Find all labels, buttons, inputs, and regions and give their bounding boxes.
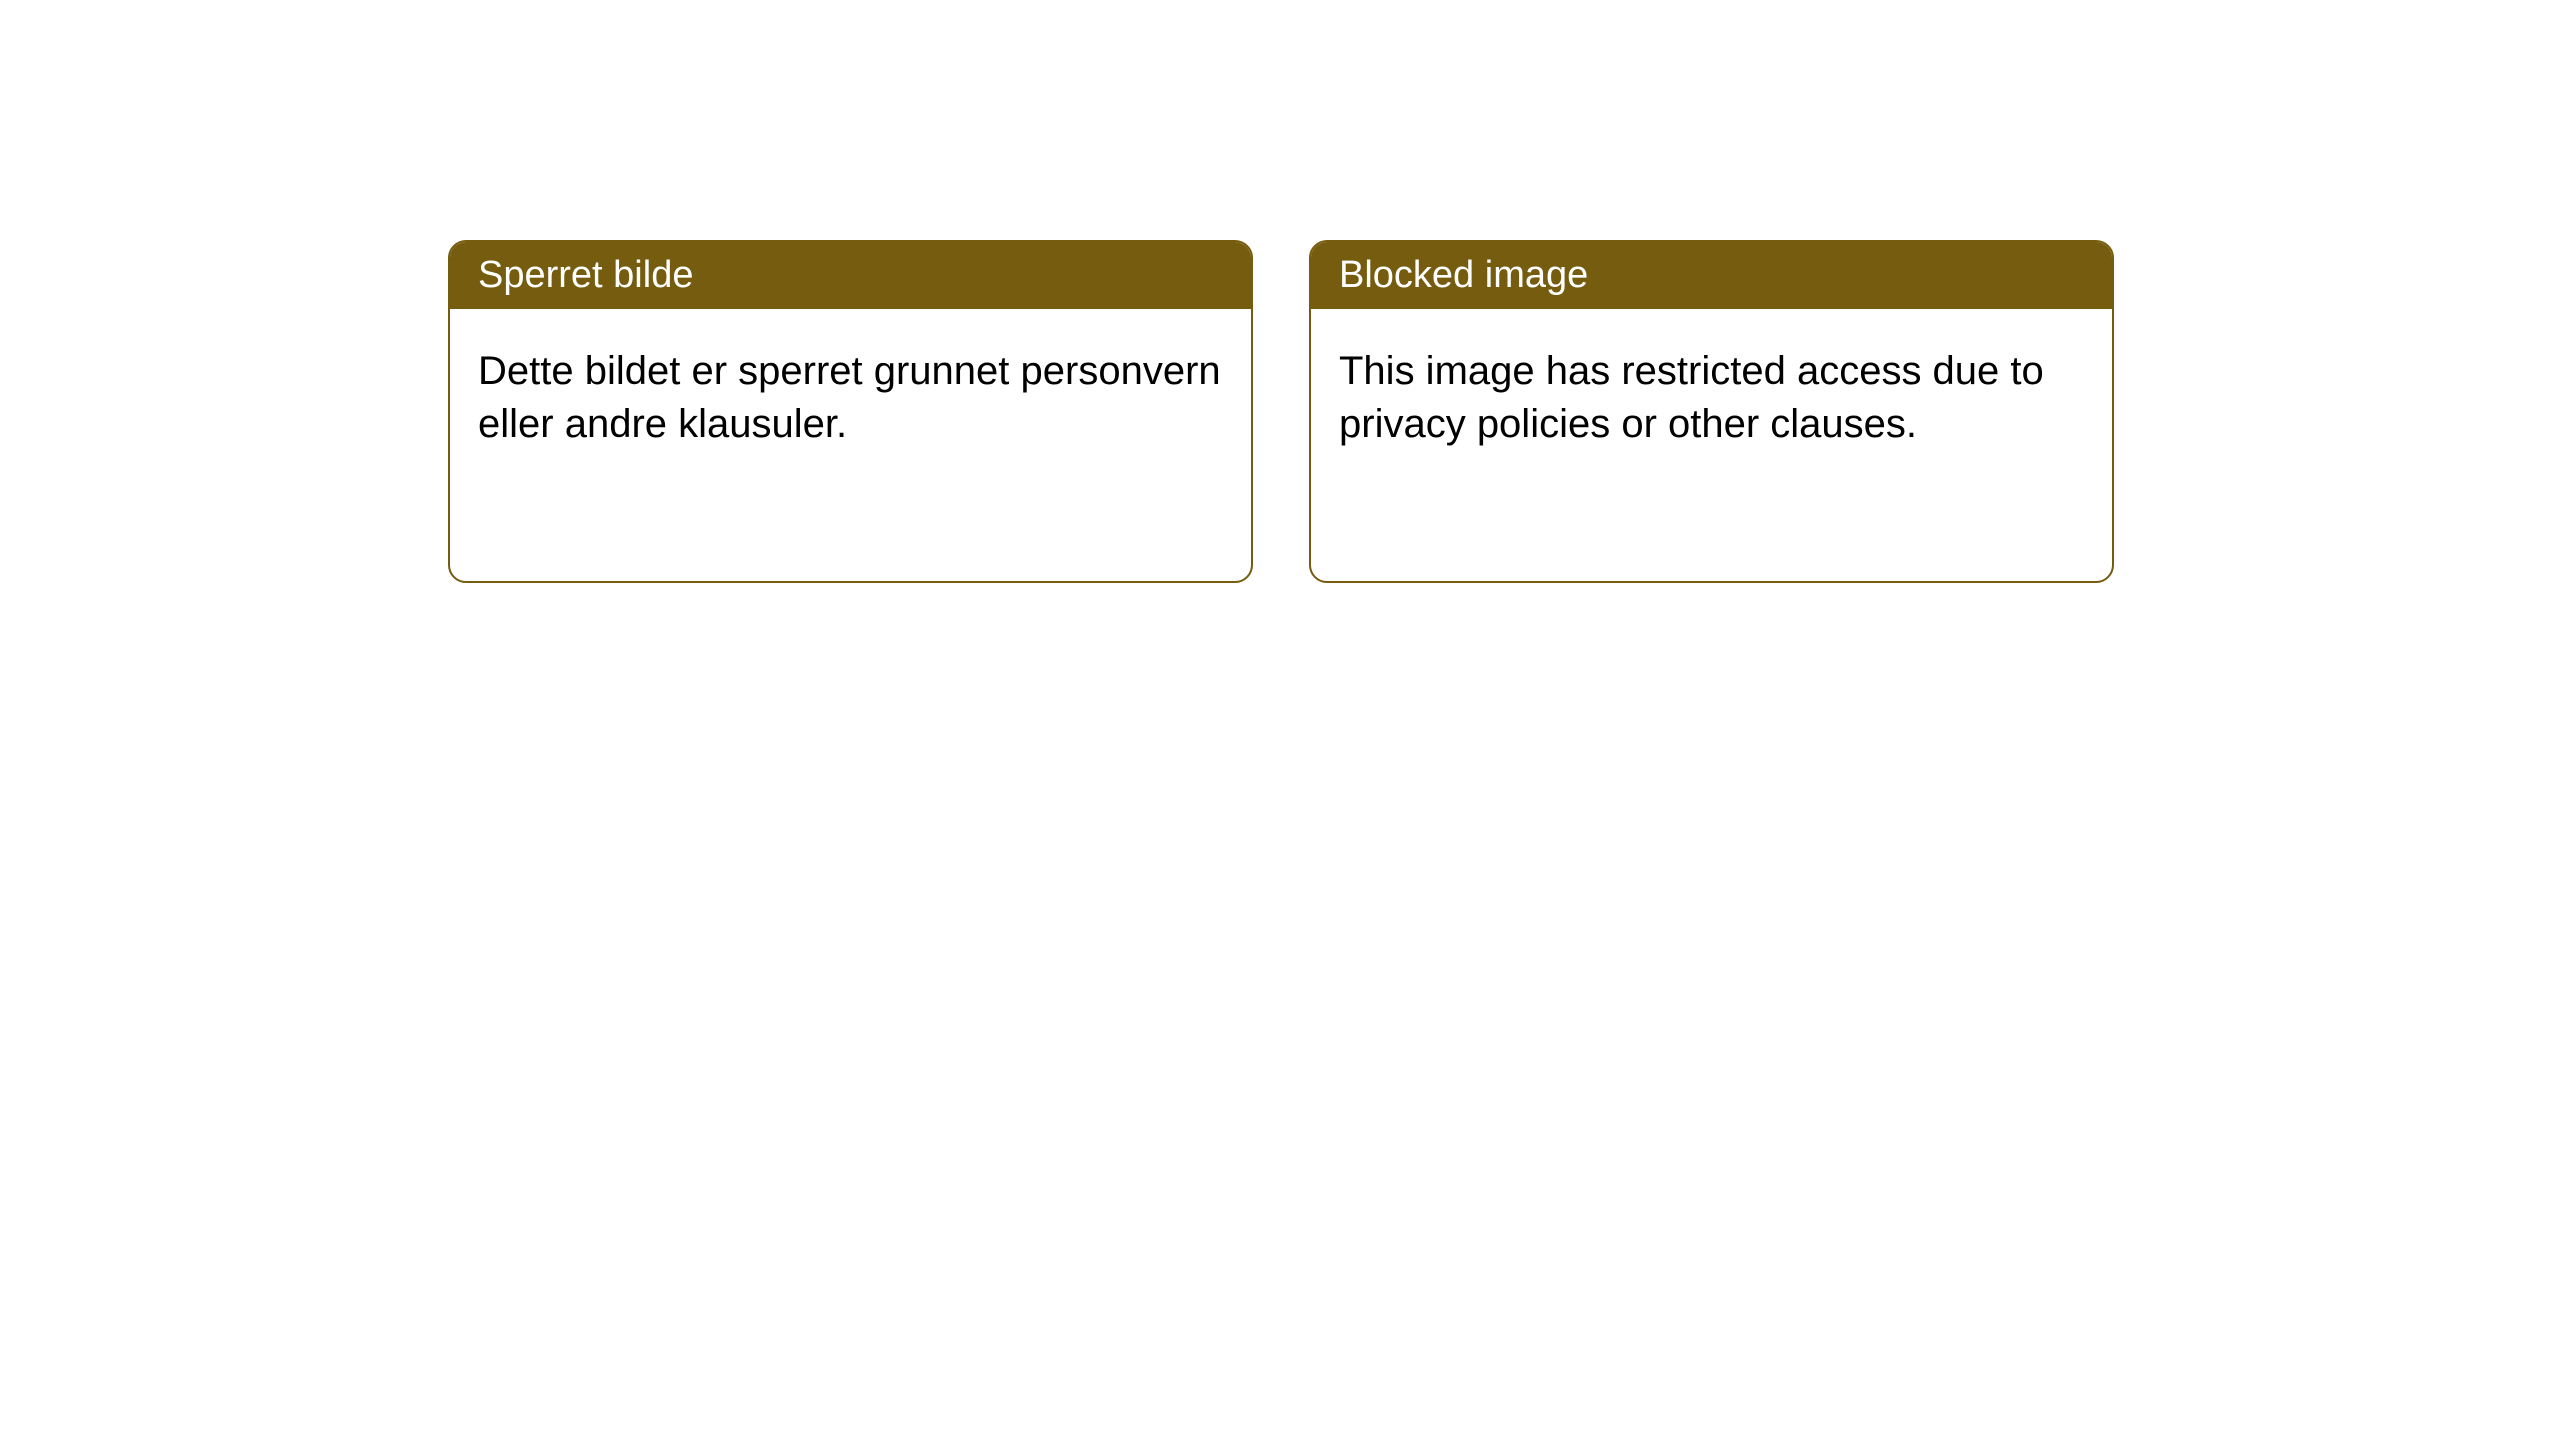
notice-body: Dette bildet er sperret grunnet personve… [450,309,1251,581]
notice-card-norwegian: Sperret bilde Dette bildet er sperret gr… [448,240,1253,583]
notice-card-english: Blocked image This image has restricted … [1309,240,2114,583]
notice-header: Blocked image [1311,242,2112,309]
notices-container: Sperret bilde Dette bildet er sperret gr… [0,0,2560,583]
notice-header: Sperret bilde [450,242,1251,309]
notice-body: This image has restricted access due to … [1311,309,2112,581]
